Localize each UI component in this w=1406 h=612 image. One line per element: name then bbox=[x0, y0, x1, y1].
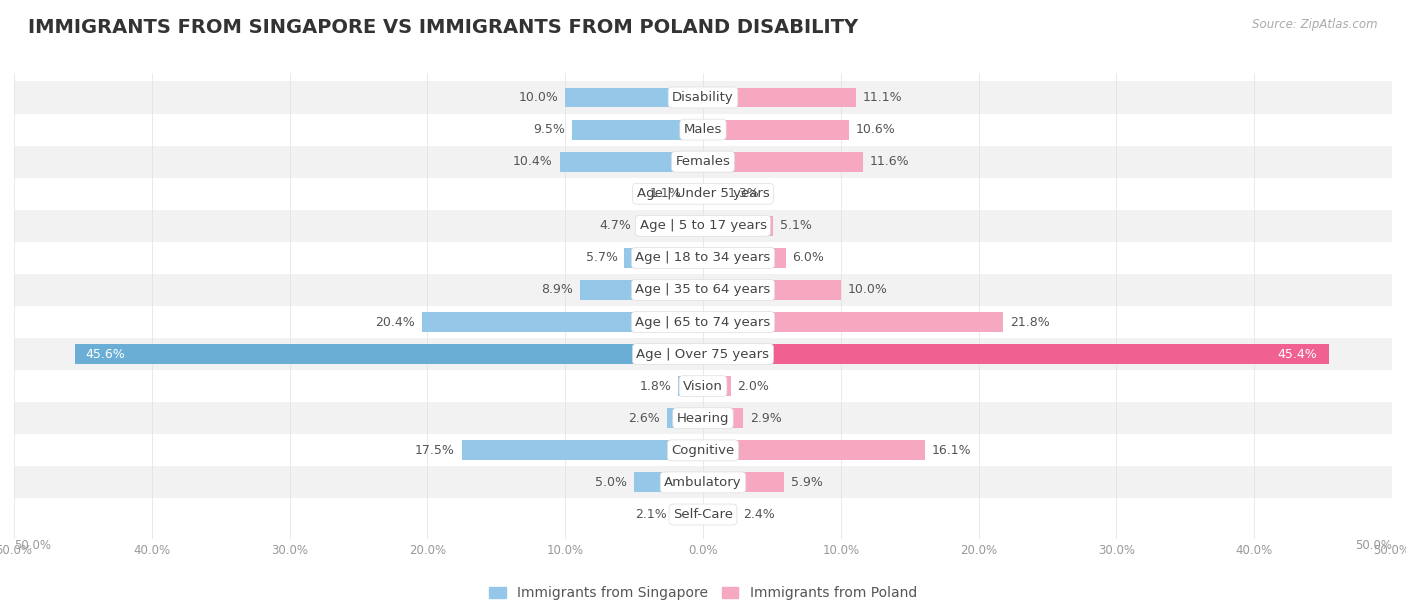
Bar bbox=[14, 466, 1392, 498]
Text: 16.1%: 16.1% bbox=[932, 444, 972, 457]
Text: 50.0%: 50.0% bbox=[1355, 539, 1392, 551]
Bar bbox=[703, 441, 925, 460]
Bar bbox=[703, 88, 856, 108]
Text: Vision: Vision bbox=[683, 379, 723, 393]
Text: 21.8%: 21.8% bbox=[1011, 316, 1050, 329]
Text: Age | 5 to 17 years: Age | 5 to 17 years bbox=[640, 219, 766, 233]
Bar bbox=[703, 408, 742, 428]
Bar bbox=[14, 242, 1392, 274]
Text: 45.4%: 45.4% bbox=[1278, 348, 1317, 360]
Bar bbox=[673, 504, 703, 524]
Bar bbox=[703, 248, 786, 268]
Bar bbox=[678, 376, 703, 396]
Text: Age | 18 to 34 years: Age | 18 to 34 years bbox=[636, 252, 770, 264]
Text: 5.7%: 5.7% bbox=[585, 252, 617, 264]
Text: Source: ZipAtlas.com: Source: ZipAtlas.com bbox=[1253, 18, 1378, 31]
Bar bbox=[703, 152, 863, 171]
Bar bbox=[14, 177, 1392, 210]
Bar bbox=[14, 338, 1392, 370]
Bar bbox=[703, 312, 1004, 332]
Bar bbox=[703, 216, 773, 236]
Bar bbox=[14, 146, 1392, 177]
Text: 9.5%: 9.5% bbox=[533, 123, 565, 136]
Bar bbox=[14, 435, 1392, 466]
Bar bbox=[422, 312, 703, 332]
Bar bbox=[703, 280, 841, 300]
Bar bbox=[461, 441, 703, 460]
Bar bbox=[14, 210, 1392, 242]
Bar bbox=[703, 472, 785, 493]
Text: 1.3%: 1.3% bbox=[728, 187, 759, 200]
Text: 11.6%: 11.6% bbox=[870, 155, 910, 168]
Text: 4.7%: 4.7% bbox=[599, 219, 631, 233]
Text: 5.9%: 5.9% bbox=[792, 476, 823, 489]
Text: Age | 35 to 64 years: Age | 35 to 64 years bbox=[636, 283, 770, 296]
Text: 20.4%: 20.4% bbox=[375, 316, 415, 329]
Bar bbox=[624, 248, 703, 268]
Bar bbox=[14, 81, 1392, 114]
Bar bbox=[688, 184, 703, 204]
Text: Males: Males bbox=[683, 123, 723, 136]
Text: Ambulatory: Ambulatory bbox=[664, 476, 742, 489]
Text: Age | 65 to 74 years: Age | 65 to 74 years bbox=[636, 316, 770, 329]
Text: Hearing: Hearing bbox=[676, 412, 730, 425]
Bar bbox=[565, 88, 703, 108]
Text: 50.0%: 50.0% bbox=[14, 539, 51, 551]
Text: 6.0%: 6.0% bbox=[793, 252, 824, 264]
Text: 17.5%: 17.5% bbox=[415, 444, 456, 457]
Text: 10.0%: 10.0% bbox=[848, 283, 887, 296]
Text: Disability: Disability bbox=[672, 91, 734, 104]
Bar bbox=[14, 274, 1392, 306]
Text: 8.9%: 8.9% bbox=[541, 283, 574, 296]
Bar bbox=[581, 280, 703, 300]
Text: IMMIGRANTS FROM SINGAPORE VS IMMIGRANTS FROM POLAND DISABILITY: IMMIGRANTS FROM SINGAPORE VS IMMIGRANTS … bbox=[28, 18, 858, 37]
Bar bbox=[560, 152, 703, 171]
Text: Age | Over 75 years: Age | Over 75 years bbox=[637, 348, 769, 360]
Bar bbox=[668, 408, 703, 428]
Text: 10.6%: 10.6% bbox=[856, 123, 896, 136]
Text: 10.4%: 10.4% bbox=[513, 155, 553, 168]
Bar bbox=[638, 216, 703, 236]
Text: Age | Under 5 years: Age | Under 5 years bbox=[637, 187, 769, 200]
Bar bbox=[14, 498, 1392, 531]
Text: 45.6%: 45.6% bbox=[86, 348, 125, 360]
Bar bbox=[14, 306, 1392, 338]
Legend: Immigrants from Singapore, Immigrants from Poland: Immigrants from Singapore, Immigrants fr… bbox=[484, 581, 922, 606]
Text: 2.4%: 2.4% bbox=[742, 508, 775, 521]
Text: 2.9%: 2.9% bbox=[749, 412, 782, 425]
Bar bbox=[703, 344, 1329, 364]
Text: 5.0%: 5.0% bbox=[595, 476, 627, 489]
Text: 2.0%: 2.0% bbox=[738, 379, 769, 393]
Text: Females: Females bbox=[675, 155, 731, 168]
Text: Self-Care: Self-Care bbox=[673, 508, 733, 521]
Bar bbox=[703, 376, 731, 396]
Text: 5.1%: 5.1% bbox=[780, 219, 813, 233]
Text: 2.6%: 2.6% bbox=[628, 412, 661, 425]
Text: 10.0%: 10.0% bbox=[519, 91, 558, 104]
Bar bbox=[14, 114, 1392, 146]
Text: Cognitive: Cognitive bbox=[672, 444, 734, 457]
Text: 2.1%: 2.1% bbox=[636, 508, 668, 521]
Bar bbox=[634, 472, 703, 493]
Bar bbox=[14, 402, 1392, 435]
Text: 11.1%: 11.1% bbox=[863, 91, 903, 104]
Text: 1.8%: 1.8% bbox=[640, 379, 671, 393]
Bar bbox=[703, 504, 737, 524]
Bar bbox=[703, 119, 849, 140]
Bar bbox=[14, 370, 1392, 402]
Bar bbox=[75, 344, 703, 364]
Bar bbox=[572, 119, 703, 140]
Text: 1.1%: 1.1% bbox=[650, 187, 681, 200]
Bar bbox=[703, 184, 721, 204]
